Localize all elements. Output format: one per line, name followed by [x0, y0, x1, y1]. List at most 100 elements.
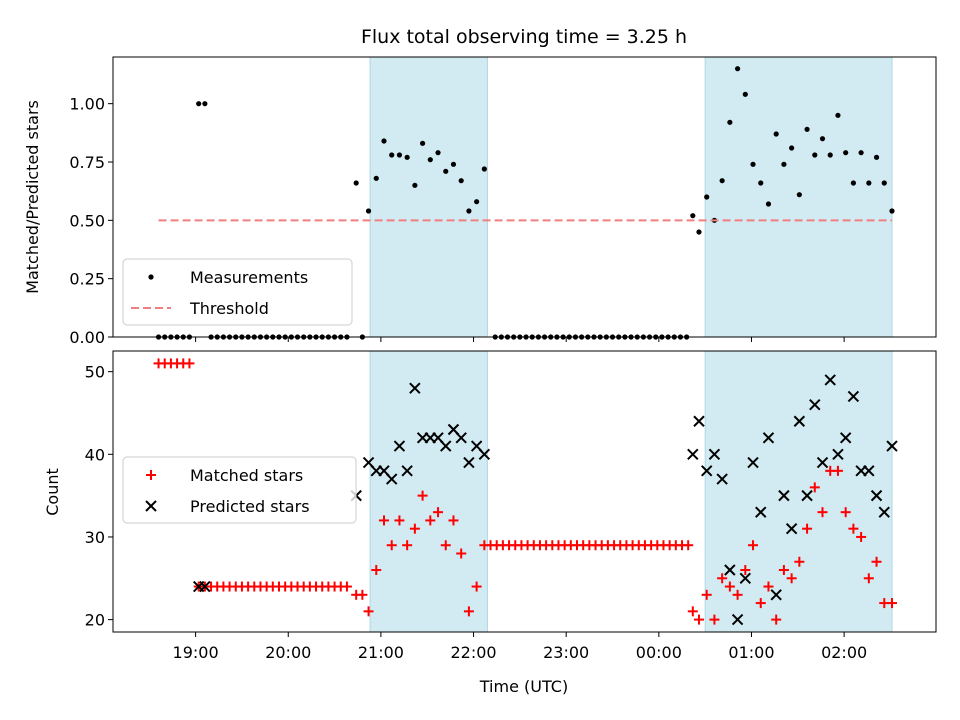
matched-star-point	[863, 573, 874, 584]
matched-star-point	[724, 581, 735, 592]
measurement-point	[481, 166, 487, 172]
y-tick-label: 0.25	[69, 270, 105, 289]
matched-star-point	[740, 565, 751, 576]
measurement-point	[750, 161, 756, 167]
predicted-star-point	[199, 580, 211, 593]
predicted-star-point	[809, 399, 821, 411]
predicted-star-point	[847, 390, 860, 403]
matched-star-point	[794, 556, 805, 567]
measurement-point	[696, 229, 702, 235]
predicted-star-point	[878, 506, 890, 518]
predicted-star-point	[886, 440, 898, 452]
matched-star-point	[709, 614, 720, 625]
predicted-star-point	[478, 448, 491, 461]
chart-title: Flux total observing time = 3.25 h	[361, 26, 687, 48]
measurement-point	[427, 157, 433, 163]
matched-star-point	[471, 581, 482, 592]
measurement-point	[734, 66, 741, 72]
measurement-point	[353, 180, 359, 186]
matched-star-point	[440, 540, 451, 551]
measurement-point	[196, 101, 202, 107]
measurement-point	[742, 91, 748, 97]
matched-star-point	[763, 581, 774, 592]
predicted-star-point	[716, 473, 728, 485]
matched-star-point	[802, 523, 813, 534]
matched-star-point	[693, 614, 704, 625]
measurement-point	[202, 101, 208, 107]
legend-key	[146, 470, 156, 480]
predicted-star-point	[870, 489, 883, 502]
measurement-point	[458, 178, 464, 184]
matched-star-point	[848, 523, 859, 534]
legend-key	[145, 500, 157, 512]
matched-star-point	[378, 515, 389, 526]
legend-label: Predicted stars	[190, 497, 310, 516]
measurement-point	[873, 154, 880, 160]
x-tick-label: 01:00	[728, 643, 774, 662]
predicted-star-point	[708, 448, 721, 461]
matched-star-point	[386, 540, 397, 551]
matched-star-point	[357, 589, 368, 600]
measurement-point	[889, 208, 895, 214]
measurement-point	[866, 180, 872, 186]
x-tick-label: 02:00	[821, 643, 867, 662]
measurement-point	[789, 145, 795, 151]
legend-key	[148, 274, 154, 280]
matched-star-point	[687, 606, 698, 617]
predicted-star-point	[700, 465, 713, 477]
predicted-star-point	[770, 589, 782, 601]
ratio-panel: 0.00 0.25 0.50 0.75 1.00 Measurements Threshol…	[69, 56, 937, 347]
measurement-point	[365, 208, 372, 214]
y-tick-label: 50	[85, 363, 105, 382]
measurement-point	[719, 178, 725, 184]
predicted-star-point	[747, 456, 759, 469]
highlight-window	[369, 56, 488, 338]
matched-star-point	[363, 606, 374, 617]
predicted-star-point	[386, 473, 398, 485]
legend-box	[122, 258, 353, 326]
predicted-star-point	[693, 415, 705, 427]
measurement-point	[843, 150, 849, 156]
matched-star-point	[771, 614, 782, 625]
measurement-point	[804, 126, 810, 132]
x-tick-label: 19:00	[173, 643, 219, 662]
y-tick-label: 1.00	[69, 95, 105, 114]
measurement-point	[404, 154, 410, 160]
predicted-star-point	[440, 440, 452, 452]
legend-label: Matched stars	[190, 466, 303, 485]
matched-star-point	[371, 565, 382, 576]
y-tick-label: 0.75	[69, 153, 105, 172]
matched-star-point	[402, 540, 413, 551]
measurement-point	[450, 161, 457, 167]
matched-star-point	[871, 556, 882, 567]
highlight-window	[369, 350, 488, 633]
matched-star-point	[817, 507, 828, 518]
measurement-point	[796, 192, 802, 198]
x-axis-label: Time (UTC)	[479, 677, 568, 696]
measurement-point	[690, 213, 696, 219]
x-tick-label: 22:00	[450, 643, 496, 662]
axes-frame	[112, 350, 937, 633]
matched-star-point	[463, 606, 474, 617]
x-tick-label: 21:00	[358, 643, 404, 662]
matched-star-point	[683, 540, 694, 551]
measurement-point	[381, 138, 387, 144]
matched-star-point	[433, 507, 444, 518]
matched-star-point	[786, 573, 797, 584]
legend-label: Threshold	[189, 299, 269, 318]
matched-star-point	[184, 358, 195, 369]
matched-star-point	[425, 515, 436, 526]
measurement-point	[466, 208, 472, 214]
predicted-star-point	[724, 564, 736, 576]
highlight-window	[704, 350, 893, 633]
measurement-point	[704, 194, 710, 200]
predicted-star-point	[824, 374, 836, 386]
predicted-star-point	[739, 572, 752, 584]
measurement-point	[474, 199, 480, 205]
legend: Matched stars Predicted stars	[122, 456, 357, 524]
matched-star-point	[417, 490, 428, 501]
predicted-star-point	[785, 522, 798, 535]
matched-star-point	[832, 465, 843, 476]
predicted-star-point	[687, 448, 699, 461]
measurement-point	[727, 119, 733, 125]
